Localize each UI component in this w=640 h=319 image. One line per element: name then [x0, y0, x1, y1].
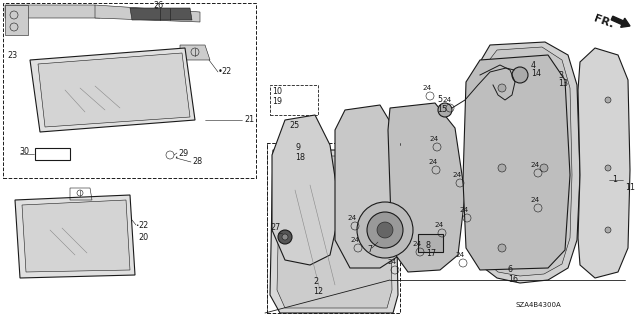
Circle shape	[605, 97, 611, 103]
Text: 2: 2	[313, 278, 318, 286]
Text: •: •	[218, 68, 223, 77]
Circle shape	[512, 67, 528, 83]
Text: 22: 22	[138, 220, 148, 229]
Text: 24: 24	[428, 159, 437, 165]
Polygon shape	[578, 48, 630, 278]
Text: •: •	[135, 222, 138, 227]
Text: 24: 24	[412, 241, 421, 247]
Polygon shape	[38, 53, 190, 127]
Text: 18: 18	[295, 152, 305, 161]
Text: FR.: FR.	[592, 14, 614, 30]
Text: 23: 23	[7, 50, 17, 60]
Text: 24: 24	[452, 172, 461, 178]
Text: 3: 3	[558, 70, 563, 79]
Text: 24: 24	[429, 136, 438, 142]
Text: 27: 27	[270, 224, 280, 233]
Text: 20: 20	[138, 234, 148, 242]
Text: 17: 17	[426, 249, 436, 258]
Text: 24: 24	[530, 197, 540, 203]
Polygon shape	[15, 195, 135, 278]
Circle shape	[367, 212, 403, 248]
Text: 7: 7	[367, 246, 372, 255]
Text: 6: 6	[508, 265, 513, 275]
Circle shape	[498, 84, 506, 92]
Polygon shape	[463, 55, 570, 270]
Text: 24: 24	[455, 252, 464, 258]
Polygon shape	[270, 150, 398, 313]
Text: 5: 5	[437, 95, 442, 105]
Text: 26: 26	[153, 1, 163, 10]
Polygon shape	[95, 5, 200, 22]
Text: 24: 24	[442, 97, 451, 103]
Text: •: •	[174, 154, 177, 160]
Polygon shape	[22, 200, 130, 272]
Text: 12: 12	[313, 286, 323, 295]
Circle shape	[357, 202, 413, 258]
Text: 28: 28	[192, 158, 202, 167]
Text: 24: 24	[347, 215, 356, 221]
Text: 4: 4	[531, 61, 536, 70]
Polygon shape	[180, 45, 210, 60]
Text: 16: 16	[508, 275, 518, 284]
Circle shape	[291, 121, 313, 143]
Circle shape	[498, 164, 506, 172]
Text: 1: 1	[612, 175, 617, 184]
Circle shape	[498, 244, 506, 252]
Bar	[270, 85, 318, 115]
Polygon shape	[277, 156, 392, 308]
Polygon shape	[130, 8, 192, 20]
Text: 29: 29	[178, 149, 188, 158]
Text: 15: 15	[437, 105, 447, 114]
Text: 13: 13	[558, 79, 568, 88]
Circle shape	[540, 164, 548, 172]
Text: 9: 9	[295, 144, 300, 152]
Circle shape	[438, 103, 452, 117]
Text: 25: 25	[289, 121, 300, 130]
Text: 21: 21	[244, 115, 254, 124]
Text: 11: 11	[625, 183, 635, 192]
Text: 24: 24	[459, 207, 468, 213]
Bar	[267, 143, 400, 313]
Polygon shape	[272, 115, 340, 265]
Bar	[418, 234, 443, 252]
Text: 24: 24	[530, 162, 540, 168]
Circle shape	[282, 234, 288, 240]
Text: 14: 14	[531, 70, 541, 78]
Text: 30: 30	[19, 147, 29, 157]
FancyArrow shape	[611, 16, 630, 27]
Polygon shape	[30, 48, 195, 132]
Text: 22: 22	[221, 68, 231, 77]
Circle shape	[377, 222, 393, 238]
Polygon shape	[476, 47, 572, 276]
Text: 19: 19	[272, 97, 282, 106]
Polygon shape	[335, 105, 410, 268]
Text: SZA4B4300A: SZA4B4300A	[515, 302, 561, 308]
Text: 24: 24	[350, 237, 359, 243]
Circle shape	[605, 165, 611, 171]
Circle shape	[278, 230, 292, 244]
Bar	[3, 3, 256, 178]
Text: 24: 24	[387, 259, 396, 265]
Polygon shape	[5, 5, 100, 18]
Circle shape	[296, 126, 308, 138]
Text: 24: 24	[422, 85, 431, 91]
Polygon shape	[470, 42, 580, 283]
Text: 24: 24	[434, 222, 444, 228]
Text: 10: 10	[272, 87, 282, 97]
Text: 8: 8	[426, 241, 431, 249]
Polygon shape	[5, 5, 28, 35]
Polygon shape	[388, 103, 465, 272]
Circle shape	[605, 227, 611, 233]
